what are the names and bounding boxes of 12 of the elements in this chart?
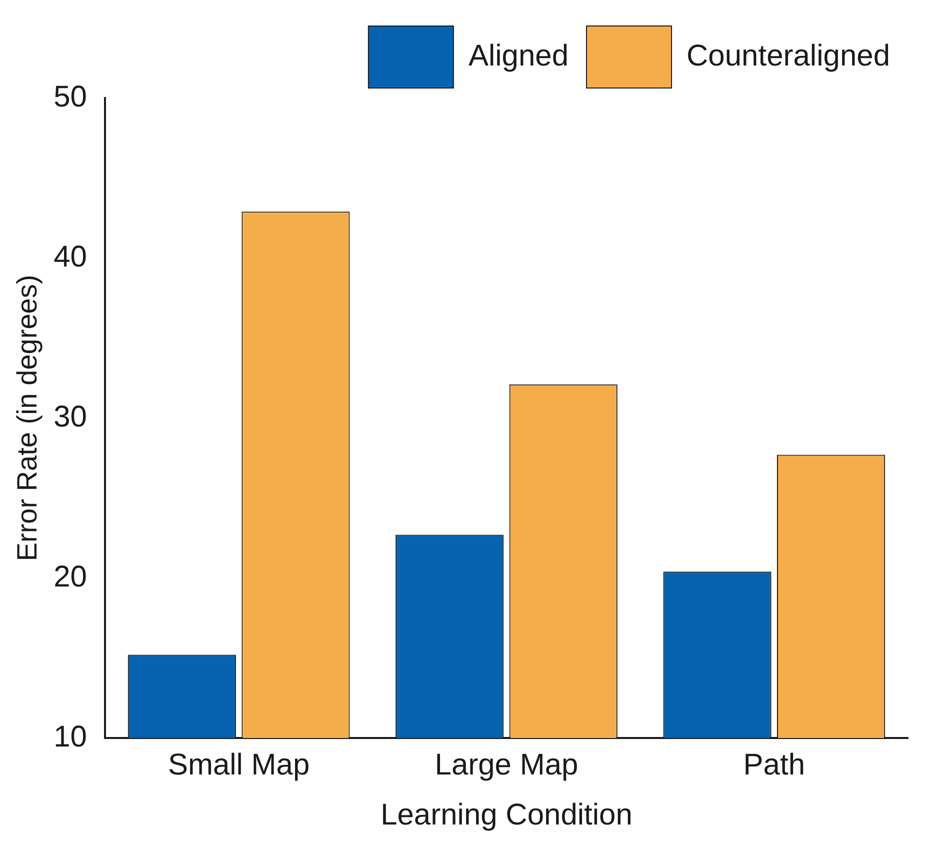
legend-label: Aligned: [468, 39, 569, 72]
x-tick-label: Path: [743, 748, 806, 782]
y-tick-label: 50: [54, 80, 87, 114]
y-tick-label: 30: [54, 400, 87, 434]
legend-label: Counteraligned: [686, 39, 890, 72]
x-tick-label: Small Map: [168, 748, 310, 782]
x-axis-title: Learning Condition: [380, 798, 632, 832]
y-tick-label: 40: [54, 240, 87, 274]
y-axis-title: Error Rate (in degrees): [12, 274, 43, 562]
x-tick-label: Large Map: [434, 748, 578, 782]
y-tick-label: 20: [54, 560, 87, 594]
y-tick-label: 10: [54, 720, 87, 754]
